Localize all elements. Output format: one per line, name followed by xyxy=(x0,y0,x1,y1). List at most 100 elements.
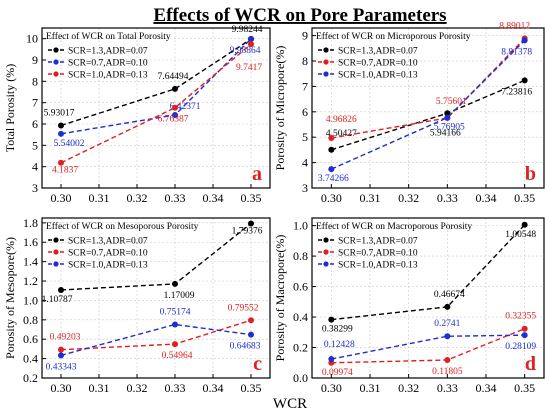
data-point xyxy=(521,37,528,44)
x-tick-label: 0.34 xyxy=(203,381,224,395)
x-tick-label: 0.34 xyxy=(203,191,224,205)
y-tick-label: 3 xyxy=(302,181,308,195)
data-label: 7.64494 xyxy=(158,72,189,82)
series-line xyxy=(331,328,525,364)
data-label: 1.10787 xyxy=(42,295,73,305)
data-label: 8.89012 xyxy=(499,21,530,31)
legend-entry: SCR=0.7,ADR=0.10 xyxy=(338,59,418,69)
data-point xyxy=(172,104,178,111)
data-point xyxy=(328,146,335,153)
data-point xyxy=(521,221,528,228)
data-point xyxy=(172,111,178,118)
y-tick-label: 5 xyxy=(302,130,308,144)
series-line xyxy=(331,79,525,151)
data-label: 1.79376 xyxy=(232,226,263,236)
x-tick-label: 0.31 xyxy=(360,381,381,395)
plot-frame xyxy=(41,217,271,379)
data-point xyxy=(248,41,254,48)
data-label: 0.79552 xyxy=(228,303,259,313)
data-point xyxy=(248,220,254,227)
legend-entry: SCR=0.7,ADR=0.10 xyxy=(338,249,418,259)
x-tick-label: 0.32 xyxy=(398,191,419,205)
y-tick-label: 1.0 xyxy=(23,293,38,307)
x-tick-label: 0.31 xyxy=(89,381,110,395)
data-label: 9.7417 xyxy=(236,63,262,73)
data-label: 0.54964 xyxy=(162,351,193,361)
chart-panels: 0.30 0.31 0.32 0.33 0.34 0.35 3 4 5 6 7 8 9 10 Total P… xyxy=(3,21,545,395)
data-label: 4.96826 xyxy=(326,115,357,125)
data-point xyxy=(444,303,451,310)
data-point xyxy=(444,357,451,364)
data-label: 9.98244 xyxy=(232,25,263,35)
y-tick-label: 4 xyxy=(302,156,308,170)
data-label: 5.94166 xyxy=(430,128,461,138)
series-line xyxy=(60,38,252,127)
data-label: 5.75601 xyxy=(436,97,467,107)
x-tick-label: 0.30 xyxy=(321,191,342,205)
y-axis-label: Porosity of Mesopore(%) xyxy=(3,237,17,359)
x-tick-label: 0.35 xyxy=(514,381,535,395)
x-tick-label: 0.35 xyxy=(241,191,262,205)
data-label: 0.64683 xyxy=(230,342,261,352)
chart-panel-d: 0.30 0.31 0.32 0.33 0.34 0.35 0.0 0.2 0.4 0.6 0.8 1… xyxy=(273,217,545,395)
data-label: 0.28109 xyxy=(505,342,536,352)
data-point xyxy=(328,356,335,363)
legend-marker xyxy=(53,237,59,243)
data-label: 5.76905 xyxy=(434,123,465,133)
chart-panel-a: 0.30 0.31 0.32 0.33 0.34 0.35 3 4 5 6 7 8 9 10 Total P… xyxy=(3,25,271,205)
data-label: 0.43343 xyxy=(46,362,77,372)
legend-entry: SCR=0.7,ADR=0.10 xyxy=(68,59,148,69)
y-tick-label: 3 xyxy=(32,181,38,195)
panel-title: Effect of WCR on Macroporous Porosity xyxy=(316,221,472,232)
x-tick-label: 0.31 xyxy=(360,191,381,205)
data-label: 1.17009 xyxy=(164,291,195,301)
data-label: 0.46674 xyxy=(434,290,465,300)
y-tick-label: 6 xyxy=(302,105,308,119)
legend-marker xyxy=(53,59,59,65)
data-label: 3.74266 xyxy=(318,174,349,184)
x-tick-label: 0.35 xyxy=(514,191,535,205)
y-tick-label: 0.4 xyxy=(23,352,38,366)
plot-frame xyxy=(311,217,545,379)
data-point xyxy=(172,341,178,348)
panel-title: Effect of WCR on Microporous Porosity xyxy=(316,31,471,42)
series-line xyxy=(60,323,252,357)
y-tick-label: 1.8 xyxy=(23,216,38,230)
y-tick-label: 8 xyxy=(32,74,38,88)
data-label: 0.2741 xyxy=(434,319,460,329)
data-point xyxy=(328,166,335,173)
x-tick-label: 0.30 xyxy=(321,381,342,395)
x-tick-label: 0.32 xyxy=(127,381,148,395)
plot-frame xyxy=(311,27,545,189)
legend-marker xyxy=(53,261,59,267)
y-tick-label: 6 xyxy=(32,117,38,131)
x-tick-label: 0.34 xyxy=(476,381,497,395)
y-tick-label: 1.4 xyxy=(23,255,38,269)
data-label: 4.1837 xyxy=(52,166,78,176)
data-label: 0.12428 xyxy=(324,340,355,350)
chart-panel-b: 0.30 0.31 0.32 0.33 0.34 0.35 3 4 5 6 7 8 9 Porosity … xyxy=(273,21,545,205)
data-point xyxy=(248,317,254,324)
data-point xyxy=(58,122,64,129)
panel-title: Effect of WCR on Total Porosity xyxy=(46,31,171,42)
data-label: 4.50427 xyxy=(326,129,357,139)
figure-title: Effects of WCR on Pore Parameters xyxy=(153,5,446,26)
data-point xyxy=(58,286,64,293)
y-tick-label: 0.6 xyxy=(23,332,38,346)
y-tick-label: 8 xyxy=(302,54,308,68)
y-axis-label: Porosity of Macropore(%) xyxy=(273,235,287,362)
legend-marker xyxy=(323,237,329,243)
data-label: 0.09974 xyxy=(322,368,353,378)
data-point xyxy=(328,316,335,323)
data-label: 9.98864 xyxy=(230,46,261,56)
data-label: 0.32355 xyxy=(505,312,536,322)
y-tick-label: 1.0 xyxy=(293,219,308,233)
series-line xyxy=(331,334,525,360)
x-tick-label: 0.33 xyxy=(437,381,458,395)
data-label: 8.81378 xyxy=(501,47,532,57)
legend-entry: SCR=1.3,ADR=0.07 xyxy=(338,237,418,247)
data-label: 7.23816 xyxy=(501,87,532,97)
series-line xyxy=(331,39,526,170)
y-tick-label: 7 xyxy=(302,79,308,93)
panel-label: d xyxy=(525,353,536,375)
